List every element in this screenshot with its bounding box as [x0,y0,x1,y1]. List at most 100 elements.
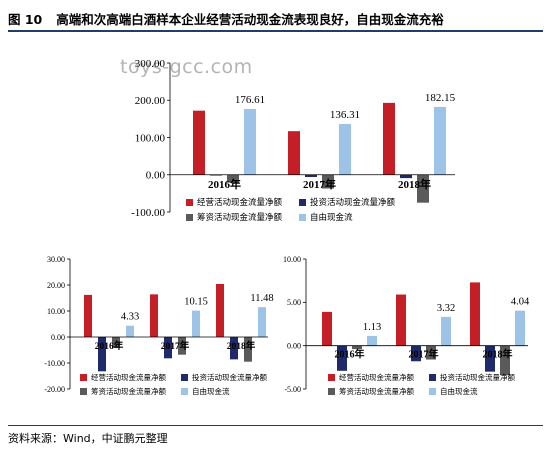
right-y-tick-label: -5.00 [284,385,301,394]
left-bar-investing [230,337,238,360]
main-data-label: 182.15 [425,92,456,104]
main-bar-free [434,106,446,175]
left-category-label: 2016年 [95,340,124,352]
right-legend-label-operating: 经营活动现金流量净额 [339,372,414,382]
main-bar-free [339,123,351,175]
main-category-label: 2018年 [398,177,431,191]
main-bar-investing [305,174,317,177]
right-legend-label-investing: 投资活动现金流量净额 [440,372,515,382]
right-bar-operating [470,282,480,346]
right-bar-operating [322,311,332,346]
main-category-label: 2017年 [303,177,336,191]
main-legend-swatch-operating [186,199,193,206]
main-bar-free [244,108,256,175]
main-bar-operating [383,102,395,175]
right-bar-financing [500,345,510,376]
right-bar-free [515,310,525,346]
right-bar-free [441,316,451,346]
main-bar-financing [417,174,429,203]
right-data-label: 1.13 [363,322,381,333]
main-y-tick-label: 100.00 [135,132,166,144]
main-legend-swatch-free [299,214,306,221]
title-rule [8,30,543,32]
left-y-tick-label: -10.00 [44,359,65,368]
left-data-label: 10.15 [184,297,208,308]
left-y-tick-label: 0.00 [51,333,65,342]
main-y-tick-label: 0.00 [146,170,166,182]
main-bar-operating [288,131,300,175]
right-y-tick-label: 10.00 [283,255,301,264]
right-y-tick-label: 5.00 [287,298,301,307]
right-data-label: 4.04 [511,297,530,308]
main-bar-financing [322,174,334,189]
right-legend-swatch-operating [328,374,335,381]
right-data-label: 3.32 [437,303,455,314]
left-legend-swatch-financing [80,388,87,395]
left-bar-operating [150,294,158,337]
watermark: toys-gcc.com [120,56,253,78]
left-legend-swatch-free [181,388,188,395]
left-legend-swatch-investing [181,374,188,381]
right-bar-free [367,335,377,346]
main-legend-label-financing: 筹资活动现金流量净额 [197,212,283,223]
left-data-label: 4.33 [121,312,139,323]
left-bar-free [126,325,134,337]
main-bar-investing [400,174,412,179]
left-bar-operating [84,294,92,337]
figure-number: 图 10 [8,12,43,27]
right-legend-label-free: 自由现金流 [440,386,478,396]
main-data-label: 136.31 [330,109,360,121]
figure-title-text: 高端和次高端白酒样本企业经营活动现金流表现良好，自由现金流充裕 [56,12,444,27]
right-legend-label-financing: 筹资活动现金流量净额 [339,386,414,396]
left-category-label: 2017年 [161,340,190,352]
left-legend-label-free: 自由现金流 [192,386,230,396]
right-category-label: 2018年 [483,348,513,361]
right-bar-investing [411,345,421,362]
left-bar-financing [112,337,120,348]
main-legend-label-free: 自由现金流 [310,212,353,223]
right-bar-financing [352,345,362,350]
left-legend-swatch-operating [80,374,87,381]
right-y-tick-label: 0.00 [287,341,301,350]
main-legend-label-operating: 经营活动现金流量净额 [197,197,283,208]
main-legend-swatch-financing [186,214,193,221]
right-bar-financing [426,345,436,360]
right-legend-swatch-investing [429,374,436,381]
left-bar-investing [98,337,106,372]
source-note: 资料来源：Wind，中证鹏元整理 [8,432,168,445]
left-legend-label-investing: 投资活动现金流量净额 [192,372,267,382]
left-bar-financing [178,337,186,355]
left-category-label: 2018年 [227,340,256,352]
main-y-tick-label: -100.00 [131,207,165,219]
main-legend-label-investing: 投资活动现金流量净额 [310,197,396,208]
main-bar-financing [227,174,239,183]
right-bar-investing [485,345,495,372]
right-category-label: 2017年 [409,348,439,361]
left-bar-investing [164,337,172,359]
figure-title: 图 10 高端和次高端白酒样本企业经营活动现金流表现良好，自由现金流充裕 [8,9,543,29]
right-category-label: 2016年 [335,348,365,361]
left-bar-operating [216,283,224,337]
footer-rule [8,425,543,426]
main-bar-operating [193,110,205,175]
right-bar-investing [337,345,347,371]
left-bar-financing [244,337,252,362]
left-legend-label-financing: 筹资活动现金流量净额 [91,386,166,396]
main-category-label: 2016年 [208,177,241,191]
left-legend-label-operating: 经营活动现金流量净额 [91,372,166,382]
left-data-label: 11.48 [250,293,273,304]
right-legend-swatch-financing [328,388,335,395]
left-y-tick-label: 20.00 [47,281,65,290]
left-y-tick-label: 30.00 [47,255,65,264]
right-bar-operating [396,294,406,346]
left-y-tick-label: -20.00 [44,385,65,394]
main-y-tick-label: 200.00 [135,95,166,107]
main-y-tick-label: 300.00 [135,58,166,70]
left-y-tick-label: 10.00 [47,307,65,316]
main-legend-swatch-investing [299,199,306,206]
left-bar-free [258,307,266,337]
left-bar-free [192,310,200,337]
